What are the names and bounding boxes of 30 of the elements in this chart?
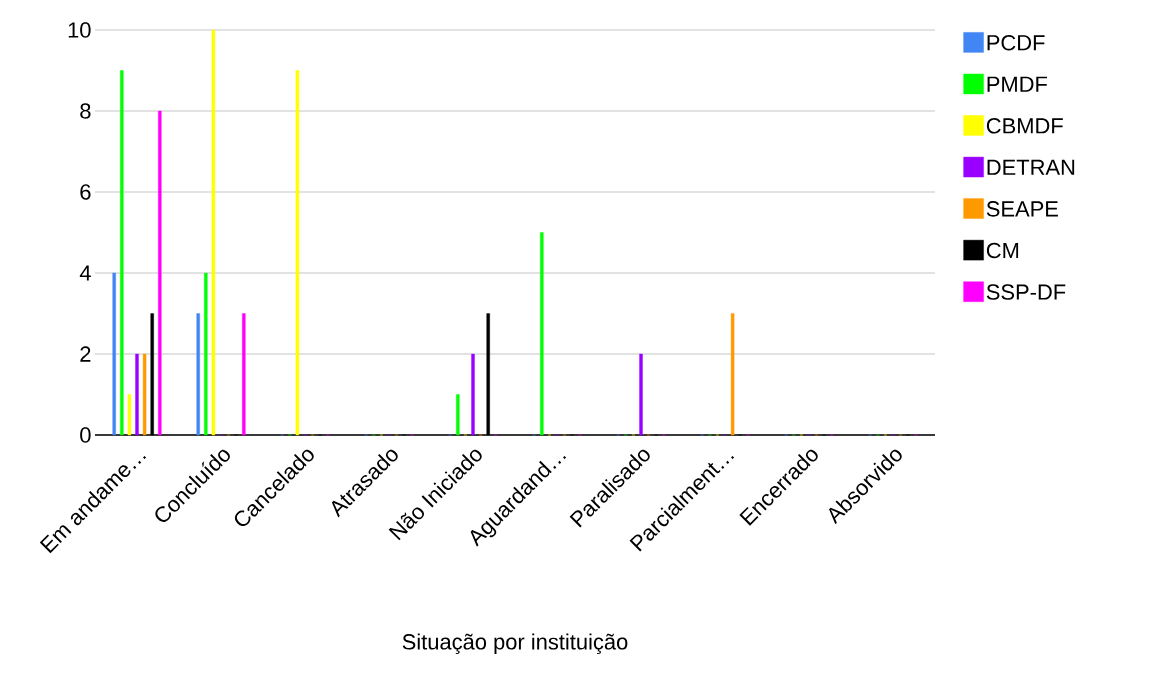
bar — [471, 353, 475, 436]
y-tick-label: 2 — [80, 346, 91, 362]
y-tick-label: 4 — [79, 265, 91, 281]
bar — [295, 70, 300, 436]
bar — [204, 272, 208, 436]
y-tick-label: 8 — [80, 103, 91, 119]
bar — [196, 313, 200, 436]
bar — [142, 353, 147, 436]
bar — [135, 353, 139, 436]
bar — [242, 313, 246, 436]
x-axis-title: Situação por instituição — [402, 633, 628, 655]
legend-label: SEAPE — [986, 201, 1058, 217]
y-tick-label: 0 — [80, 427, 91, 443]
bar — [127, 394, 132, 436]
bar — [120, 70, 124, 436]
bar — [211, 29, 216, 436]
legend-label: PMDF — [987, 76, 1048, 92]
bar — [112, 272, 116, 436]
bar — [456, 394, 460, 436]
bar — [730, 313, 735, 436]
bar — [158, 110, 162, 436]
legend-label: DETRAN — [987, 159, 1075, 175]
bar — [540, 232, 544, 436]
bar — [639, 353, 643, 436]
y-tick-label: 10 — [68, 22, 91, 38]
legend-label: PCDF — [987, 34, 1045, 51]
legend-label: CM — [986, 242, 1019, 259]
legend-label: CBMDF — [986, 118, 1063, 134]
legend-label: SSP-DF — [986, 284, 1066, 300]
y-tick-label: 6 — [80, 184, 91, 200]
